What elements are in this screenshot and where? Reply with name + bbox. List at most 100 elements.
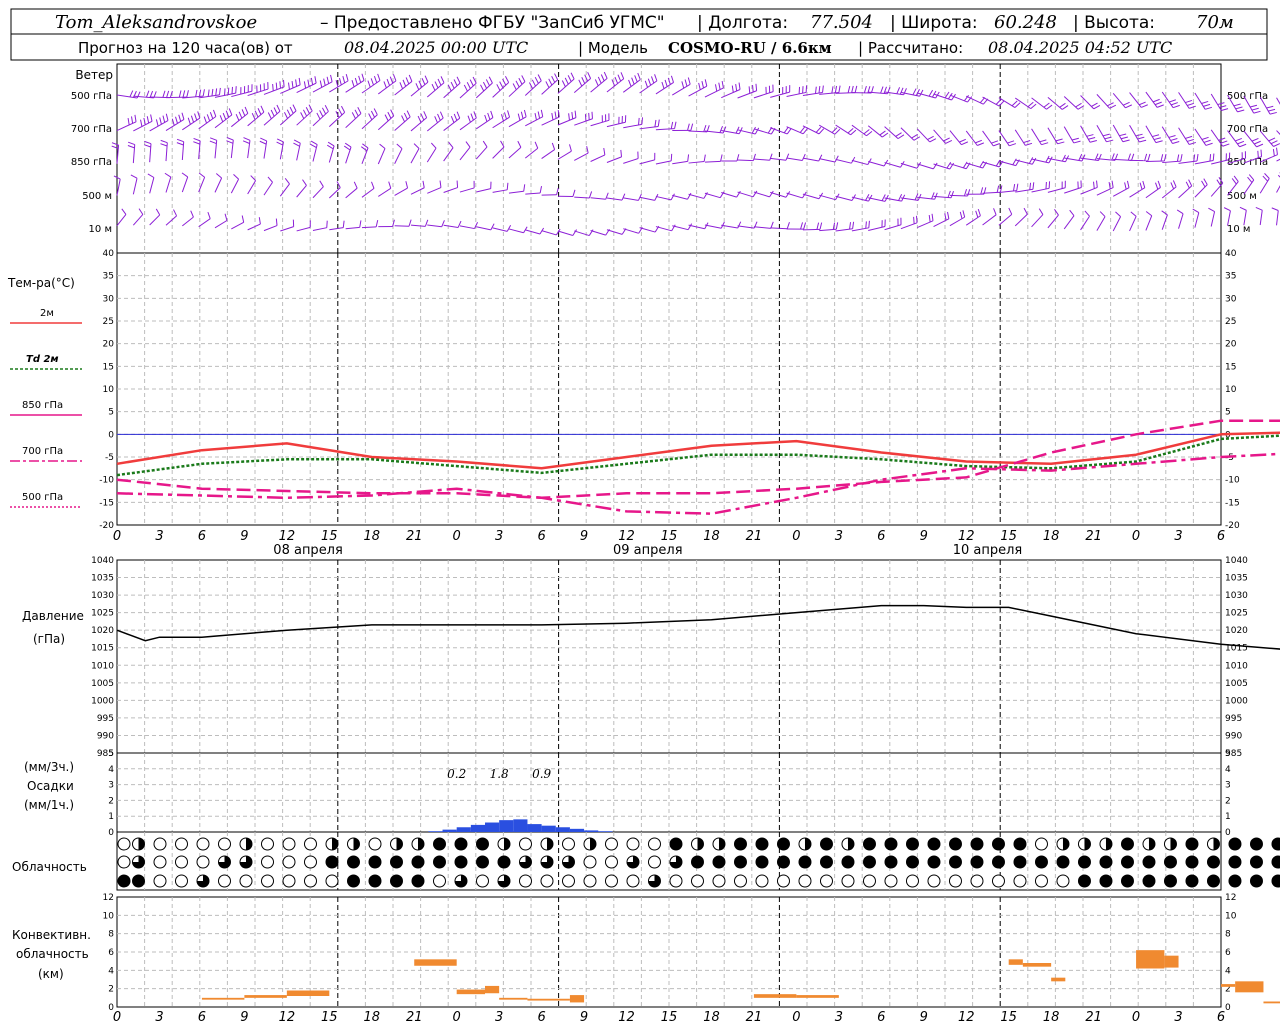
wind-barb-shaft xyxy=(868,161,885,167)
wind-barb-flag xyxy=(145,90,150,98)
wind-barb xyxy=(982,130,1001,147)
convective-cloud-bars xyxy=(201,950,1280,1004)
wind-barb xyxy=(623,193,642,201)
wind-barb-flag xyxy=(143,117,146,125)
wind-barb xyxy=(835,221,855,232)
wind-barb-flag xyxy=(377,73,381,81)
wind-barb xyxy=(770,85,791,98)
cloud-circle xyxy=(841,855,855,869)
wind-barb-flag xyxy=(1084,210,1090,217)
wind-barb-flag xyxy=(1135,133,1143,137)
wind-barb xyxy=(1014,207,1028,227)
wind-barb xyxy=(426,111,444,132)
cloud-fill-sector xyxy=(218,856,231,868)
cloud-cover-symbol xyxy=(690,855,704,869)
wind-barb-flag xyxy=(1192,208,1200,214)
temp-panel-ytick-right: 15 xyxy=(1225,362,1236,372)
wind-barb-flag xyxy=(687,77,691,85)
cloud-cover-symbol xyxy=(970,855,984,869)
wind-barb xyxy=(884,161,905,168)
temp-panel-ytick-right: 25 xyxy=(1225,317,1236,327)
wind-barb xyxy=(1047,180,1066,193)
cloud-cover-symbol xyxy=(325,855,339,869)
wind-barb-shaft xyxy=(443,224,459,228)
conv-axis-hour-label: 12 xyxy=(618,1010,635,1024)
legend-label-850: 850 гПа xyxy=(22,400,63,411)
wind-barb xyxy=(1031,208,1044,228)
wind-barb xyxy=(345,181,358,199)
convective-bar xyxy=(1164,955,1179,968)
wind-barb xyxy=(753,84,774,99)
cloud-circle xyxy=(1249,855,1263,869)
wind-barb-flag xyxy=(977,142,985,146)
temp-ytick-left: 15 xyxy=(103,362,114,372)
wind-barb-flag xyxy=(588,191,593,199)
wind-barb-flag xyxy=(654,74,658,82)
cloud-fill-sector xyxy=(396,838,403,850)
wind-barb-flag xyxy=(913,136,921,141)
wind-barb-shaft xyxy=(998,97,1016,108)
wind-barb-flag xyxy=(815,126,822,133)
precip-1h-bar-blue xyxy=(470,824,485,832)
wind-barb-shaft xyxy=(1178,185,1193,199)
wind-barb-flag xyxy=(405,77,410,85)
temperature-lines xyxy=(116,419,1280,515)
wind-barb-shaft xyxy=(541,116,560,126)
wind-barb-flag xyxy=(310,140,318,145)
cloud-cover-symbol xyxy=(948,837,962,851)
wind-barb-flag xyxy=(927,135,934,141)
precip-title-1: (мм/3ч.) xyxy=(24,760,74,774)
wind-barb xyxy=(378,74,397,95)
wind-barb xyxy=(868,219,886,231)
wind-barb-flag xyxy=(687,192,692,200)
pressure-panel-ytick-right: 1035 xyxy=(1225,574,1248,584)
wind-barb xyxy=(116,90,141,99)
cloud-cover-symbol xyxy=(411,837,425,851)
wind-barb-shaft xyxy=(214,220,228,229)
wind-barb-shaft xyxy=(410,117,427,132)
wind-barb xyxy=(525,227,545,235)
wind-barb-flag xyxy=(657,119,660,127)
wind-barb-flag xyxy=(1220,140,1228,144)
wind-barb-flag xyxy=(1268,137,1276,142)
wind-barb-flag xyxy=(1016,183,1019,191)
wind-barb xyxy=(193,137,201,160)
wind-barb-flag xyxy=(399,82,404,89)
cloud-circle xyxy=(1013,837,1027,851)
cloud-circle xyxy=(282,837,296,851)
wind-barb-flag xyxy=(225,110,230,118)
cloud-cover-symbol xyxy=(884,855,898,869)
cloud-cover-symbol xyxy=(1142,837,1156,851)
wind-barb-flag xyxy=(1196,153,1199,162)
temp-axis-hour-label: 3 xyxy=(495,529,503,544)
wind-barb-flag xyxy=(178,90,182,98)
conv-axis-hour-label: 3 xyxy=(1174,1010,1182,1024)
wind-barb-flag xyxy=(831,127,838,133)
cloud-circle xyxy=(970,855,984,869)
conv-axis-hour-label: 12 xyxy=(958,1010,975,1024)
cloud-circle xyxy=(1249,837,1263,851)
wind-barb-flag xyxy=(187,117,191,125)
wind-barb-flag xyxy=(523,109,527,117)
wind-barb-flag xyxy=(687,154,690,162)
wind-barb xyxy=(770,191,791,198)
wind-barb-flag xyxy=(1251,137,1259,142)
wind-barb-flag xyxy=(1235,106,1243,110)
temp-ytick-left: -15 xyxy=(99,498,114,508)
wind-barb-flag xyxy=(241,215,245,223)
wind-barb xyxy=(360,143,369,165)
wind-barb-flag xyxy=(500,114,504,122)
wind-barb xyxy=(247,105,265,127)
wind-barb xyxy=(704,154,723,163)
conv-axis-hour-label: 15 xyxy=(321,1010,338,1024)
wind-barb xyxy=(1210,129,1230,147)
cloud-circle xyxy=(196,855,210,869)
wind-barb xyxy=(280,77,301,94)
wind-barb xyxy=(127,141,136,164)
wind-barb-shaft xyxy=(1063,96,1079,110)
precip-panel-ytick-right: 2 xyxy=(1225,796,1231,806)
wind-barb-flag xyxy=(681,81,685,89)
latitude-label: | Широта: xyxy=(890,13,978,33)
wind-barb-flag xyxy=(146,116,150,124)
wind-barb-flag xyxy=(421,78,426,85)
